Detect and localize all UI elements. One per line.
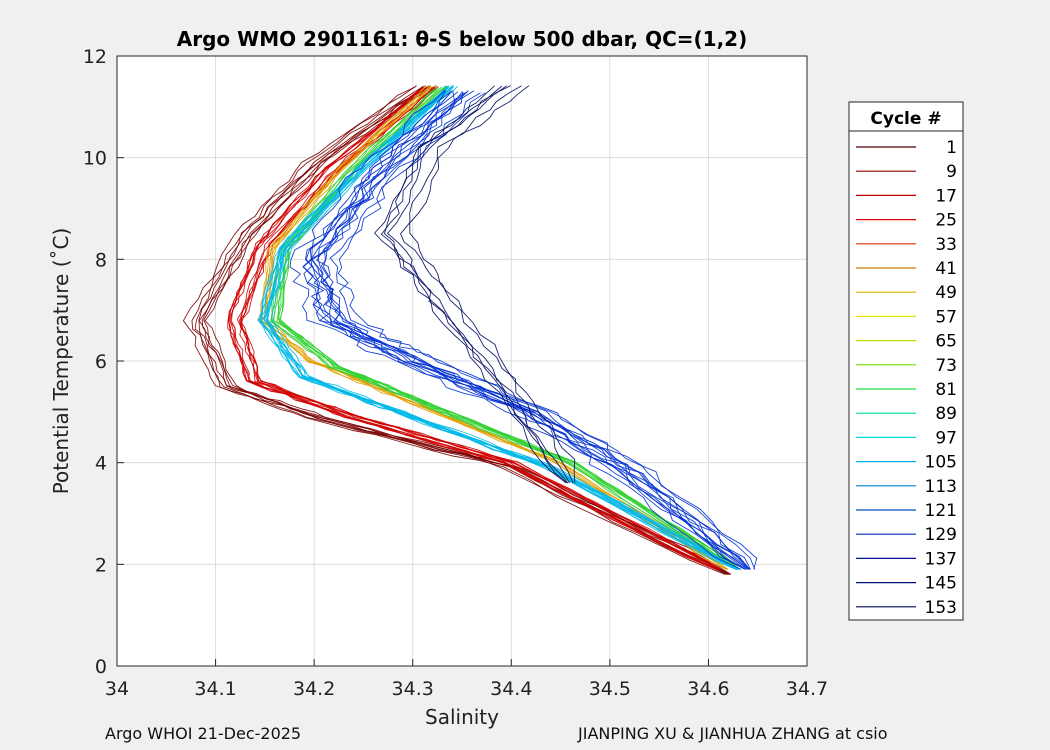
legend-label: 121 [925, 501, 957, 521]
x-tick-label: 34.4 [490, 678, 532, 700]
profile-line-series-4 [258, 86, 737, 570]
ticks [116, 55, 808, 667]
y-tick-label: 10 [83, 148, 107, 170]
legend: Cycle # 1 9 17 25 33 41 49 57 65 73 81 89 97 105 113 12… [848, 101, 964, 621]
legend-label: 1 [946, 138, 957, 158]
legend-label: 49 [935, 283, 957, 303]
profile-line-series-5 [289, 90, 742, 570]
y-tick-label: 6 [95, 351, 107, 373]
profile-line-series-2 [261, 86, 728, 570]
x-tick-label: 34.3 [392, 678, 434, 700]
profile-line-series-5 [311, 90, 748, 570]
profile-line-series-5 [302, 90, 746, 570]
profile-line-series-4 [271, 85, 740, 570]
x-tick-label: 34.7 [786, 678, 828, 700]
profile-line-series-6 [409, 85, 576, 484]
legend-label: 65 [935, 332, 957, 352]
legend-label: 153 [925, 598, 957, 618]
y-tick-label: 2 [95, 554, 107, 576]
legend-entries: 1 9 17 25 33 41 49 57 65 73 81 89 97 105 113 121 129 137 1… [856, 138, 957, 618]
legend-label: 137 [925, 549, 957, 569]
footer-right: JIANPING XU & JIANHUA ZHANG at csio [578, 724, 888, 743]
legend-label: 97 [935, 428, 957, 448]
legend-label: 57 [935, 307, 957, 327]
profile-line-series-5 [302, 90, 746, 570]
profile-line-series-5 [303, 91, 746, 570]
chart-title: Argo WMO 2901161: θ-S below 500 dbar, QC… [177, 27, 747, 51]
x-tick-label: 34.1 [194, 678, 236, 700]
profile-line-series-5 [329, 92, 756, 570]
y-tick-label: 0 [95, 656, 107, 678]
legend-label: 145 [925, 574, 957, 594]
x-axis-label: Salinity [425, 705, 499, 729]
legend-title: Cycle # [870, 109, 941, 129]
profile-line-series-3 [273, 86, 739, 570]
profile-line-series-0 [194, 86, 728, 575]
x-tick-label: 34 [105, 678, 129, 700]
x-tick-label: 34.5 [589, 678, 631, 700]
profile-line-series-0 [191, 85, 727, 575]
legend-label: 89 [935, 404, 957, 424]
profile-line-series-4 [263, 85, 739, 570]
tick-labels: 34 34.1 34.2 34.3 34.4 34.5 34.6 34.7 0 2 4 6 8 10 12 [83, 46, 828, 700]
legend-label: 73 [935, 356, 957, 376]
profile-line-series-0 [182, 86, 726, 575]
y-tick-label: 12 [83, 46, 107, 68]
profile-line-series-4 [266, 86, 739, 570]
x-tick-label: 34.6 [687, 678, 729, 700]
profile-line-series-4 [266, 84, 739, 570]
legend-label: 25 [935, 211, 957, 231]
y-axis-label: Potential Temperature (˚C) [49, 228, 73, 495]
legend-label: 105 [925, 453, 957, 473]
profile-line-series-6 [386, 85, 570, 484]
profile-line-series-1 [236, 86, 719, 570]
profile-line-series-5 [316, 91, 751, 570]
profile-line-series-5 [305, 90, 746, 570]
legend-label: 17 [935, 186, 957, 206]
profile-line-series-1 [229, 85, 718, 570]
profile-line-series-6 [383, 85, 568, 484]
x-tick-label: 34.2 [293, 678, 335, 700]
legend-label: 41 [935, 259, 957, 279]
profile-line-series-6 [380, 85, 569, 484]
profile-line-series-5 [337, 92, 758, 570]
profile-line-series-1 [231, 86, 717, 570]
legend-label: 33 [935, 235, 957, 255]
profile-line-series-6 [373, 85, 567, 484]
footer-left: Argo WHOI 21-Dec-2025 [105, 724, 302, 743]
y-tick-label: 8 [95, 249, 107, 271]
profile-line-series-5 [320, 90, 751, 570]
legend-label: 81 [935, 380, 957, 400]
legend-label: 9 [946, 162, 957, 182]
legend-label: 113 [925, 477, 957, 497]
series-group [182, 84, 758, 575]
y-tick-label: 4 [95, 453, 107, 475]
profile-line-series-1 [227, 87, 717, 570]
legend-label: 129 [925, 525, 957, 545]
